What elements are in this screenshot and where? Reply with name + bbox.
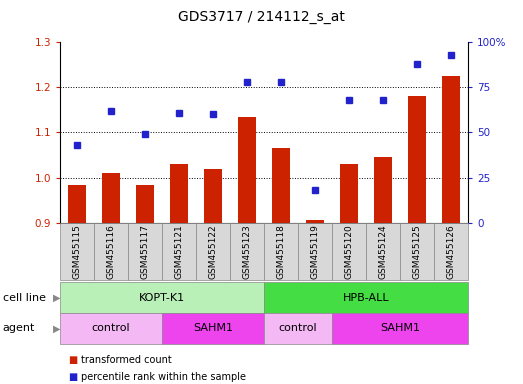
Text: SAHM1: SAHM1 — [380, 323, 420, 333]
Bar — [170, 164, 188, 223]
Text: control: control — [279, 323, 317, 333]
Bar — [306, 220, 324, 223]
Bar — [136, 185, 154, 223]
Text: GSM455120: GSM455120 — [345, 224, 354, 279]
Text: GSM455121: GSM455121 — [175, 224, 184, 279]
Text: GSM455115: GSM455115 — [73, 224, 82, 279]
Text: SAHM1: SAHM1 — [193, 323, 233, 333]
Text: GSM455122: GSM455122 — [209, 224, 218, 279]
Text: agent: agent — [3, 323, 35, 333]
Text: ▶: ▶ — [53, 323, 60, 333]
Text: cell line: cell line — [3, 293, 46, 303]
Bar — [204, 169, 222, 223]
Text: ■: ■ — [68, 372, 77, 382]
Bar — [102, 173, 120, 223]
Text: transformed count: transformed count — [81, 355, 172, 365]
Text: GSM455126: GSM455126 — [447, 224, 456, 279]
Bar — [340, 164, 358, 223]
Text: GSM455124: GSM455124 — [379, 224, 388, 279]
Bar — [442, 76, 460, 223]
Text: GDS3717 / 214112_s_at: GDS3717 / 214112_s_at — [178, 10, 345, 23]
Text: HPB-ALL: HPB-ALL — [343, 293, 390, 303]
Text: ■: ■ — [68, 355, 77, 365]
Text: GSM455116: GSM455116 — [107, 224, 116, 279]
Bar — [238, 117, 256, 223]
Text: GSM455125: GSM455125 — [413, 224, 422, 279]
Bar — [408, 96, 426, 223]
Text: KOPT-K1: KOPT-K1 — [139, 293, 185, 303]
Text: control: control — [92, 323, 130, 333]
Bar — [68, 185, 86, 223]
Text: GSM455118: GSM455118 — [277, 224, 286, 279]
Text: GSM455123: GSM455123 — [243, 224, 252, 279]
Text: ▶: ▶ — [53, 293, 60, 303]
Text: GSM455119: GSM455119 — [311, 224, 320, 279]
Text: GSM455117: GSM455117 — [141, 224, 150, 279]
Bar — [272, 148, 290, 223]
Text: percentile rank within the sample: percentile rank within the sample — [81, 372, 246, 382]
Bar — [374, 157, 392, 223]
